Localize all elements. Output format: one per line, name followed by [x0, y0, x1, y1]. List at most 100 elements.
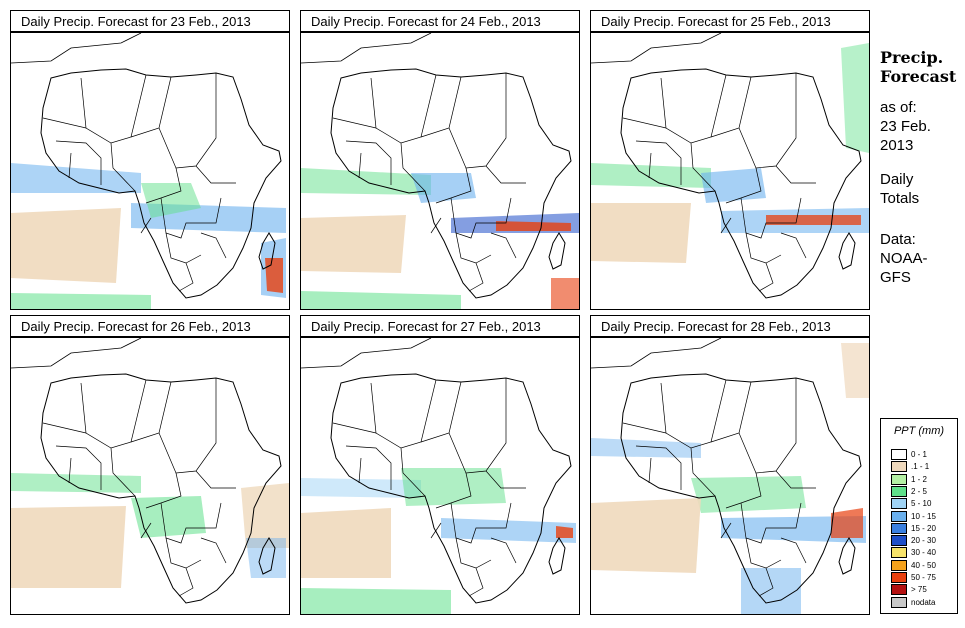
country-border — [725, 472, 762, 509]
country-border — [455, 232, 492, 264]
country-border — [660, 379, 727, 449]
country-border — [345, 140, 392, 185]
africa-map-graphic — [591, 33, 869, 299]
side-heading-line1: Precip. — [880, 48, 944, 67]
country-border — [358, 152, 362, 179]
precip-field — [401, 468, 506, 506]
madagascar-coastline — [838, 232, 856, 270]
country-border — [195, 470, 236, 489]
country-border — [430, 217, 442, 234]
panel-title: Daily Precip. Forecast for 26 Feb., 2013 — [10, 315, 290, 337]
country-border — [345, 445, 392, 490]
panel-title: Daily Precip. Forecast for 28 Feb., 2013 — [590, 315, 870, 337]
precip-field — [11, 506, 126, 588]
legend-label: 5 - 10 — [911, 499, 932, 509]
legend-label: 0 - 1 — [911, 450, 928, 459]
data-source-name1: NOAA- — [880, 250, 928, 267]
precip-field — [301, 508, 391, 578]
precip-map — [300, 337, 580, 615]
country-border — [725, 167, 762, 204]
legend-label: 10 - 15 — [911, 511, 936, 521]
country-border — [55, 445, 102, 490]
country-border — [780, 537, 807, 564]
country-border — [55, 140, 102, 185]
africa-coastline — [330, 373, 572, 604]
country-border — [448, 378, 507, 474]
legend-item: 50 - 75 — [891, 572, 951, 583]
legend-item: 2 - 5 — [891, 485, 951, 497]
africa-coastline — [620, 373, 862, 604]
country-border — [42, 422, 87, 434]
country-border — [130, 76, 172, 138]
precip-field — [131, 496, 206, 538]
country-border — [485, 165, 526, 184]
africa-coastline — [330, 68, 572, 299]
country-border — [358, 457, 362, 484]
legend-swatch — [891, 547, 907, 559]
country-border — [720, 522, 732, 539]
data-source: Data: NOAA- GFS — [880, 230, 928, 287]
country-border — [435, 167, 472, 204]
country-border — [165, 537, 202, 569]
africa-coastline — [40, 373, 282, 604]
legend-item: 1 - 2 — [891, 473, 951, 485]
country-border — [468, 567, 484, 597]
country-border — [80, 74, 147, 144]
side-heading: Precip. Forecast — [880, 48, 956, 86]
precip-field — [841, 343, 869, 398]
precip-map — [10, 337, 290, 615]
precip-field — [741, 568, 801, 614]
forecast-panel-day1: Daily Precip. Forecast for 23 Feb., 2013 — [10, 10, 292, 310]
country-border — [420, 76, 462, 138]
country-border — [145, 472, 182, 509]
totals-line2: Totals — [880, 190, 920, 207]
africa-map-graphic — [11, 338, 289, 604]
data-source-label: Data: — [880, 231, 916, 248]
legend-item: .1 - 1 — [891, 461, 951, 473]
legend-label: 20 - 30 — [911, 536, 936, 546]
panel-title: Daily Precip. Forecast for 23 Feb., 2013 — [10, 10, 290, 32]
country-border — [158, 73, 217, 169]
europe-coastline — [301, 33, 432, 64]
country-border — [400, 447, 426, 497]
ppt-legend: PPT (mm) 0 - 1 .1 - 1 1 - 2 2 - 5 5 - 10 10 -… — [880, 418, 958, 614]
legend-label: 50 - 75 — [911, 573, 936, 582]
precip-field — [265, 258, 283, 293]
country-border — [690, 142, 716, 192]
legend-label: .1 - 1 — [911, 462, 930, 472]
panel-title: Daily Precip. Forecast for 27 Feb., 2013 — [300, 315, 580, 337]
precip-field — [701, 168, 766, 203]
europe-coastline — [591, 33, 722, 64]
legend-swatch — [891, 584, 907, 596]
forecast-panel-day2: Daily Precip. Forecast for 24 Feb., 2013 — [300, 10, 582, 310]
country-border — [400, 142, 426, 192]
europe-coastline — [301, 338, 432, 369]
legend-label: 40 - 50 — [911, 560, 936, 570]
precip-field — [556, 526, 573, 538]
country-border — [490, 232, 517, 259]
legend-swatch — [891, 498, 907, 510]
precip-field — [831, 508, 863, 538]
country-border — [195, 165, 236, 184]
country-border — [635, 140, 682, 185]
precip-field — [11, 293, 151, 309]
europe-coastline — [591, 338, 722, 369]
country-border — [448, 73, 507, 169]
country-border — [130, 381, 172, 443]
totals-line1: Daily — [880, 171, 914, 188]
madagascar-coastline — [258, 232, 276, 270]
country-border — [450, 502, 512, 544]
country-border — [720, 217, 732, 234]
legend-item: 10 - 15 — [891, 510, 951, 522]
precip-field — [766, 215, 861, 225]
precip-field — [11, 163, 141, 193]
africa-coastline — [40, 68, 282, 299]
country-border — [450, 197, 512, 239]
precip-field — [841, 43, 869, 153]
country-border — [165, 232, 202, 264]
country-border — [710, 76, 752, 138]
precip-field — [241, 483, 289, 548]
forecast-panel-day6: Daily Precip. Forecast for 28 Feb., 2013 — [590, 315, 872, 615]
legend-item: nodata — [891, 596, 951, 608]
country-border — [68, 152, 72, 179]
